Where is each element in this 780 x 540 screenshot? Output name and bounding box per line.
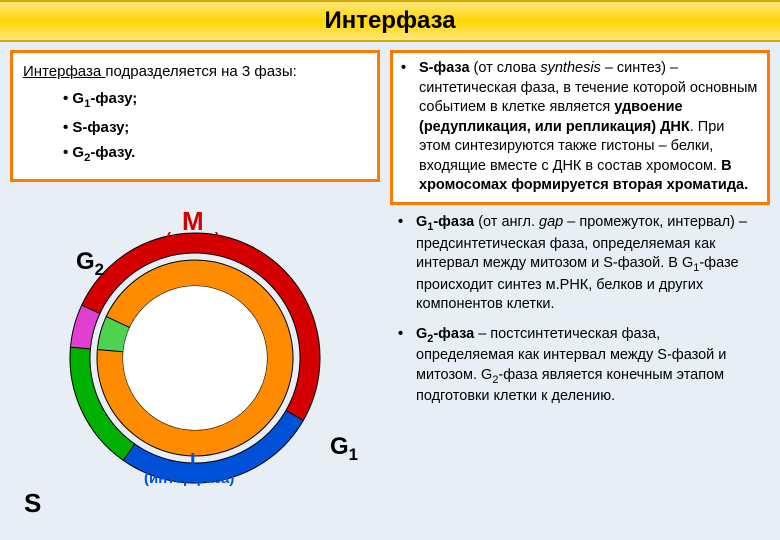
phase-item-s: S-фазу; (63, 117, 367, 138)
bullet-icon: • (398, 213, 408, 315)
title-bar: Интерфаза (0, 0, 780, 42)
phase-list: G1-фазу; S-фазу; G2-фазу. (23, 88, 367, 167)
bullet-icon: • (398, 325, 408, 407)
page-title: Интерфаза (324, 7, 455, 35)
phase-item-g1: G1-фазу; (63, 88, 367, 113)
diagram-label-G1: G1 (330, 433, 358, 465)
left-column: Интерфаза подразделяется на 3 фазы: G1-ф… (10, 50, 380, 518)
cell-cycle-diagram: M(митоз)G2G1SI(интерфаза) (10, 188, 380, 518)
right-column: •S-фаза (от слова synthesis – синтез) – … (390, 50, 770, 518)
phases-list-box: Интерфаза подразделяется на 3 фазы: G1-ф… (10, 50, 380, 182)
phase-item-g2: G2-фазу. (63, 142, 367, 167)
s-phase-box: •S-фаза (от слова synthesis – синтез) – … (390, 50, 770, 205)
content-row: Интерфаза подразделяется на 3 фазы: G1-ф… (0, 42, 780, 518)
bullet-text: G2-фаза – постсинтетическая фаза, опреде… (416, 325, 762, 407)
diagram-label-G2: G2 (76, 248, 104, 280)
g1-phase-text: •G1-фаза (от англ. gap – промежуток, инт… (390, 211, 770, 317)
diagram-label-mitosis: (митоз) (166, 230, 220, 247)
diagram-label-S: S (24, 488, 41, 519)
intro-rest: подразделяется на 3 фазы: (105, 63, 296, 80)
intro-text: Интерфаза подразделяется на 3 фазы: (23, 61, 367, 82)
g2-phase-text: •G2-фаза – постсинтетическая фаза, опред… (390, 323, 770, 409)
bullet-icon: • (401, 59, 411, 196)
bullet-text: G1-фаза (от англ. gap – промежуток, инте… (416, 213, 762, 315)
bullet-text: S-фаза (от слова synthesis – синтез) – с… (419, 59, 759, 196)
intro-underlined: Интерфаза (23, 63, 105, 80)
diagram-label-interphase: (интерфаза) (144, 470, 234, 487)
